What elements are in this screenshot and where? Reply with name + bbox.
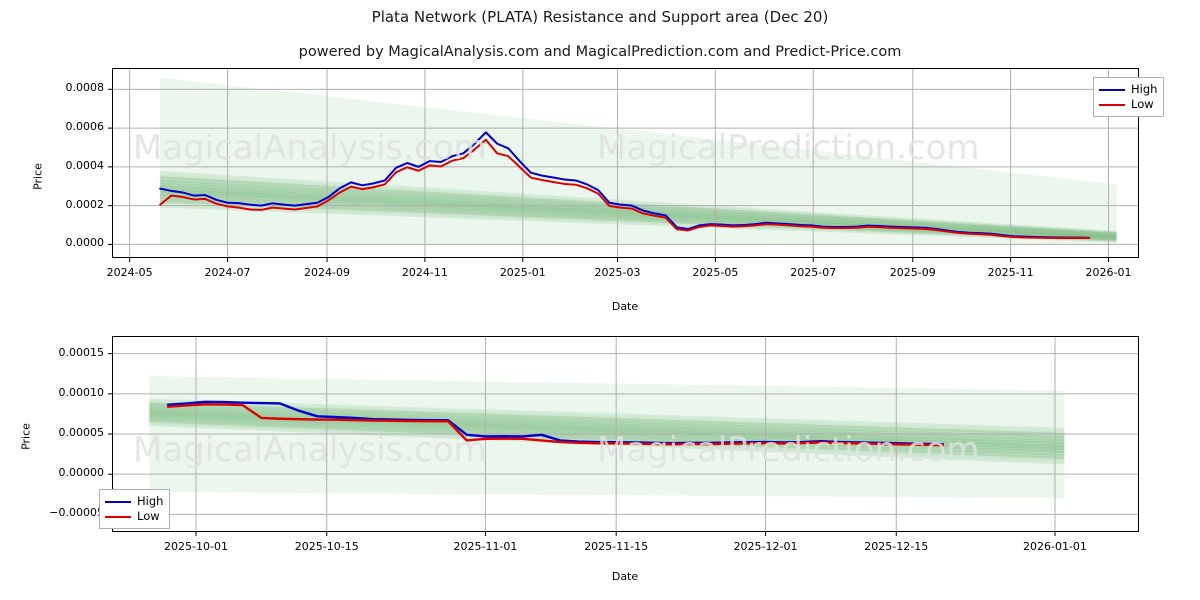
top-chart-legend[interactable]: High Low — [1093, 77, 1165, 117]
legend-row-high: High — [1099, 82, 1157, 97]
x-tick-label: 2025-12-15 — [864, 540, 929, 553]
x-tick-label: 2025-03 — [594, 266, 641, 279]
x-tick-label: 2025-10-15 — [294, 540, 359, 553]
top-chart-plot — [108, 68, 1139, 262]
bottom-chart-panel — [108, 336, 1139, 536]
bottom-chart-legend[interactable]: High Low — [99, 489, 171, 529]
page-subtitle: powered by MagicalAnalysis.com and Magic… — [298, 44, 902, 60]
x-tick-label: 2025-11-15 — [584, 540, 649, 553]
legend-label-high: High — [1131, 82, 1158, 96]
x-tick-label: 2024-07 — [204, 266, 251, 279]
x-tick-label: 2024-11 — [401, 266, 448, 279]
top-x-axis-label: Date — [611, 300, 639, 313]
legend-row-high-bottom: High — [105, 494, 163, 509]
high-series-swatch — [1099, 88, 1125, 91]
legend-row-low: Low — [1099, 97, 1157, 112]
x-tick-label: 2024-09 — [304, 266, 350, 279]
x-tick-label: 2025-11 — [987, 266, 1034, 279]
x-tick-label: 2025-01 — [499, 266, 546, 279]
x-tick-label: 2025-12-01 — [733, 540, 798, 553]
y-tick-label: 0.0006 — [65, 120, 105, 134]
y-tick-label: 0.00010 — [58, 385, 105, 399]
y-tick-label: −0.00005 — [49, 506, 104, 520]
x-tick-label: 2025-11-01 — [453, 540, 518, 553]
legend-label-low: Low — [137, 509, 160, 523]
y-tick-label: 0.00005 — [58, 426, 105, 439]
low-series-swatch — [1099, 103, 1125, 106]
page-title: Plata Network (PLATA) Resistance and Sup… — [371, 8, 829, 26]
high-series-swatch — [105, 500, 131, 503]
y-tick-label: 0.00015 — [58, 345, 105, 359]
legend-label-low: Low — [1131, 97, 1154, 111]
top-chart-panel — [108, 68, 1139, 262]
legend-label-high: High — [137, 494, 164, 508]
bottom-x-axis-label: Date — [611, 570, 639, 583]
x-tick-label: 2025-07 — [790, 266, 837, 279]
y-tick-label: 0.0000 — [65, 236, 105, 250]
y-tick-label: 0.0004 — [65, 158, 105, 172]
x-tick-label: 2025-10-01 — [164, 540, 228, 553]
x-tick-label: 2024-05 — [106, 266, 153, 279]
x-tick-label: 2026-01 — [1085, 266, 1132, 279]
y-tick-label: 0.00000 — [58, 466, 105, 480]
y-tick-label: 0.0002 — [65, 197, 105, 211]
bottom-chart-plot — [108, 336, 1139, 536]
x-tick-label: 2026-01-01 — [1023, 540, 1087, 553]
y-tick-label: 0.0008 — [65, 81, 105, 95]
x-tick-label: 2025-05 — [692, 266, 739, 279]
low-series-swatch — [105, 515, 131, 518]
x-tick-label: 2025-09 — [889, 266, 936, 279]
legend-row-low-bottom: Low — [105, 509, 163, 524]
